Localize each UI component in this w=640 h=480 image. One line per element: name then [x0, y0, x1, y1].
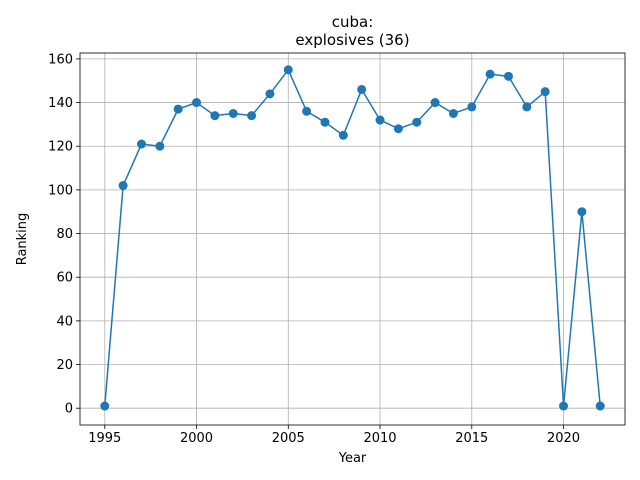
data-point — [338, 130, 348, 140]
data-point — [357, 84, 367, 94]
data-point — [210, 111, 220, 121]
data-point — [173, 104, 183, 114]
series-line-layer — [104, 69, 601, 407]
axes-frame — [79, 52, 626, 426]
data-point — [577, 207, 587, 217]
x-tick-label: 2010 — [363, 431, 396, 446]
y-tick-label: 120 — [48, 140, 73, 155]
data-point — [192, 98, 202, 108]
data-point — [485, 69, 495, 79]
data-point — [247, 111, 257, 121]
data-point — [375, 115, 385, 125]
data-point — [155, 141, 165, 151]
y-tick-label: 20 — [56, 358, 73, 373]
x-tick-label: 1995 — [88, 431, 121, 446]
chart-title-line-2: explosives (36) — [295, 31, 409, 49]
data-point — [467, 102, 477, 112]
data-point — [522, 102, 532, 112]
y-tick-label: 160 — [48, 52, 73, 67]
data-point — [100, 401, 110, 411]
data-point — [559, 401, 569, 411]
x-tick-label: 2020 — [547, 431, 580, 446]
x-tick-label: 2005 — [272, 431, 305, 446]
data-point — [228, 108, 238, 118]
chart-title-line-1: cuba: — [332, 13, 374, 31]
series-markers — [100, 65, 605, 411]
data-point — [448, 108, 458, 118]
y-tick-label: 140 — [48, 96, 73, 111]
data-point — [265, 89, 275, 99]
y-tick-label: 60 — [56, 271, 73, 286]
y-tick-label: 0 — [65, 402, 73, 417]
data-point — [393, 124, 403, 134]
data-point — [412, 117, 422, 127]
y-tick-label: 40 — [56, 314, 73, 329]
grid — [80, 53, 625, 425]
y-axis-ticks: 0 20 40 60 80 100 120 140 160 — [48, 52, 80, 417]
x-axis-label: Year — [338, 451, 367, 466]
data-point — [118, 181, 128, 191]
y-tick-label: 80 — [56, 227, 73, 242]
data-point — [302, 106, 312, 116]
data-point — [503, 71, 513, 81]
data-point — [136, 139, 146, 149]
y-tick-label: 100 — [48, 183, 73, 198]
data-point — [595, 401, 605, 411]
series-line — [104, 69, 601, 407]
x-tick-label: 2000 — [180, 431, 213, 446]
data-point — [320, 117, 330, 127]
data-point — [540, 87, 550, 97]
data-point — [430, 98, 440, 108]
x-axis-ticks: 1995 2000 2005 2010 2015 2020 — [88, 425, 580, 446]
x-tick-label: 2015 — [455, 431, 488, 446]
data-point — [283, 65, 293, 75]
y-axis-label: Ranking — [15, 213, 30, 266]
